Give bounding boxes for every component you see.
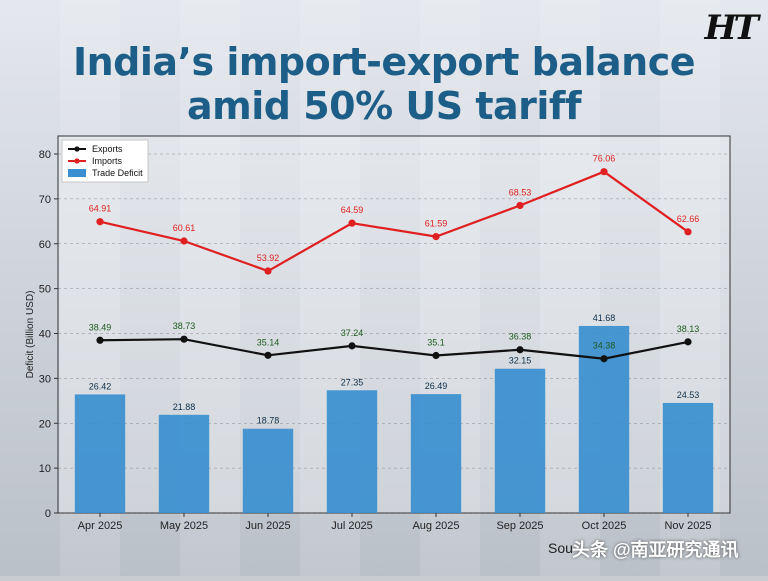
- bar-trade-deficit: [74, 394, 126, 513]
- legend-deficit-label: Trade Deficit: [92, 168, 143, 178]
- legend-exports-marker: [74, 146, 80, 152]
- exports-value-label: 37.24: [341, 328, 364, 338]
- exports-value-label: 35.1: [427, 337, 445, 347]
- imports-point: [600, 168, 608, 176]
- bar-value-label: 27.35: [341, 377, 364, 387]
- legend-imports-label: Imports: [92, 156, 123, 166]
- y-tick-label: 0: [45, 508, 51, 520]
- title-line-1: India’s import-export balance: [72, 40, 696, 84]
- bar-value-label: 26.42: [89, 381, 112, 391]
- y-tick-label: 40: [39, 329, 51, 341]
- exports-value-label: 36.38: [509, 332, 532, 342]
- x-tick-label: Oct 2025: [582, 520, 627, 532]
- legend-deficit-swatch: [68, 169, 86, 177]
- bar-value-label: 32.15: [509, 356, 532, 366]
- exports-point: [684, 338, 692, 346]
- x-tick-label: Sep 2025: [496, 520, 543, 532]
- x-tick-label: Aug 2025: [412, 520, 459, 532]
- exports-line: [99, 338, 689, 360]
- y-tick-label: 10: [39, 463, 51, 475]
- bar-trade-deficit: [494, 368, 546, 513]
- exports-point: [432, 351, 440, 360]
- imports-point: [264, 267, 272, 275]
- imports-point: [348, 219, 356, 227]
- exports-point: [96, 336, 104, 344]
- source-text: Sou: [548, 540, 573, 556]
- imports-value-label: 64.59: [341, 205, 364, 215]
- exports-value-label: 38.49: [89, 322, 112, 332]
- imports-line: [99, 170, 689, 273]
- x-tick-label: Nov 2025: [664, 520, 711, 532]
- exports-value-label: 34.38: [593, 341, 616, 351]
- imports-value-label: 53.92: [257, 253, 280, 263]
- imports-point: [180, 237, 188, 245]
- x-tick-label: Jun 2025: [245, 520, 290, 532]
- imports-point: [432, 233, 440, 241]
- imports-value-label: 62.66: [677, 214, 700, 224]
- legend-imports-marker: [74, 158, 80, 164]
- imports-point: [96, 218, 104, 226]
- exports-point: [264, 351, 272, 359]
- bar-trade-deficit: [662, 402, 714, 513]
- x-tick-label: Jul 2025: [331, 520, 373, 532]
- bar-trade-deficit: [410, 394, 462, 513]
- bar-value-label: 41.68: [593, 313, 616, 323]
- legend-exports-label: Exports: [92, 144, 123, 154]
- exports-point: [600, 355, 608, 363]
- ht-logo: HT: [704, 8, 759, 48]
- imports-value-label: 76.06: [593, 154, 616, 164]
- x-tick-label: Apr 2025: [78, 520, 123, 532]
- y-tick-label: 20: [39, 418, 51, 430]
- exports-point: [348, 342, 356, 350]
- bar-trade-deficit: [242, 428, 294, 513]
- y-tick-label: 30: [39, 373, 51, 385]
- page-title: India’s import-export balance amid 50% U…: [0, 40, 768, 128]
- imports-value-label: 61.59: [425, 219, 448, 229]
- y-tick-label: 50: [39, 284, 51, 296]
- exports-value-label: 38.73: [173, 321, 196, 331]
- bar-value-label: 26.49: [425, 381, 448, 391]
- imports-point: [684, 228, 692, 236]
- x-tick-label: May 2025: [160, 520, 208, 532]
- bar-value-label: 21.88: [173, 402, 196, 412]
- y-tick-label: 70: [39, 194, 51, 206]
- exports-point: [516, 346, 524, 354]
- title-line-2: amid 50% US tariff: [187, 84, 581, 128]
- y-tick-label: 80: [39, 149, 51, 161]
- exports-point: [180, 335, 188, 343]
- bar-value-label: 24.53: [677, 390, 700, 400]
- imports-value-label: 68.53: [509, 187, 532, 197]
- bar-value-label: 18.78: [257, 416, 280, 426]
- bar-trade-deficit: [158, 414, 210, 513]
- watermark: 头条 @南亚研究通讯: [572, 540, 739, 560]
- bar-trade-deficit: [578, 325, 630, 513]
- imports-value-label: 60.61: [173, 223, 196, 233]
- imports-value-label: 64.91: [89, 204, 112, 214]
- y-axis-label: Deficit (Billion USD): [25, 291, 36, 379]
- y-tick-label: 60: [39, 239, 51, 251]
- exports-value-label: 35.14: [257, 337, 280, 347]
- exports-value-label: 38.13: [677, 324, 700, 334]
- bar-trade-deficit: [326, 390, 378, 513]
- imports-point: [516, 201, 524, 210]
